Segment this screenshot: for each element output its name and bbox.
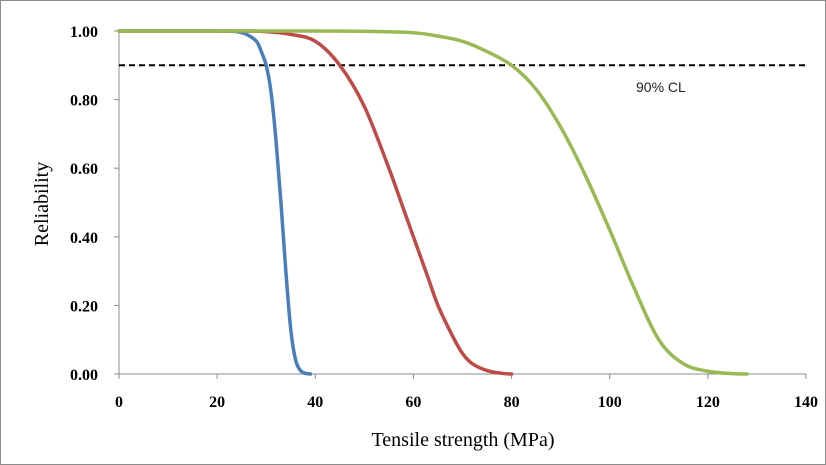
x-axis-title: Tensile strength (MPa) xyxy=(371,429,554,451)
y-tick-label: 0.40 xyxy=(70,230,98,247)
x-tick-label: 100 xyxy=(598,394,622,411)
x-tick-label: 140 xyxy=(794,394,818,411)
series-line-2 xyxy=(117,29,514,376)
y-axis-title: Reliability xyxy=(31,162,53,246)
x-tick-label: 120 xyxy=(696,394,720,411)
x-tick-label: 80 xyxy=(504,394,520,411)
series-line-1 xyxy=(117,29,313,376)
x-tick-label: 20 xyxy=(209,394,225,411)
reference-line-label: 90% CL xyxy=(636,79,686,95)
series-group xyxy=(117,29,749,376)
series-line-3 xyxy=(117,29,749,376)
y-tick-label: 0.80 xyxy=(70,93,98,110)
y-tick-label: 0.20 xyxy=(70,298,98,315)
axes xyxy=(114,30,807,379)
x-tick-label: 60 xyxy=(405,394,421,411)
x-tick-label: 40 xyxy=(307,394,323,411)
tick-labels: 0 20 40 60 80 100 120 140 0.00 0.20 0.40 0.60 0.80 1.… xyxy=(70,24,818,411)
reference-line-group: 90% CL xyxy=(119,64,808,95)
y-tick-label: 0.00 xyxy=(70,367,98,384)
y-tick-label: 1.00 xyxy=(70,24,98,41)
y-tick-label: 0.60 xyxy=(70,161,98,178)
x-tick-label: 0 xyxy=(115,394,123,411)
